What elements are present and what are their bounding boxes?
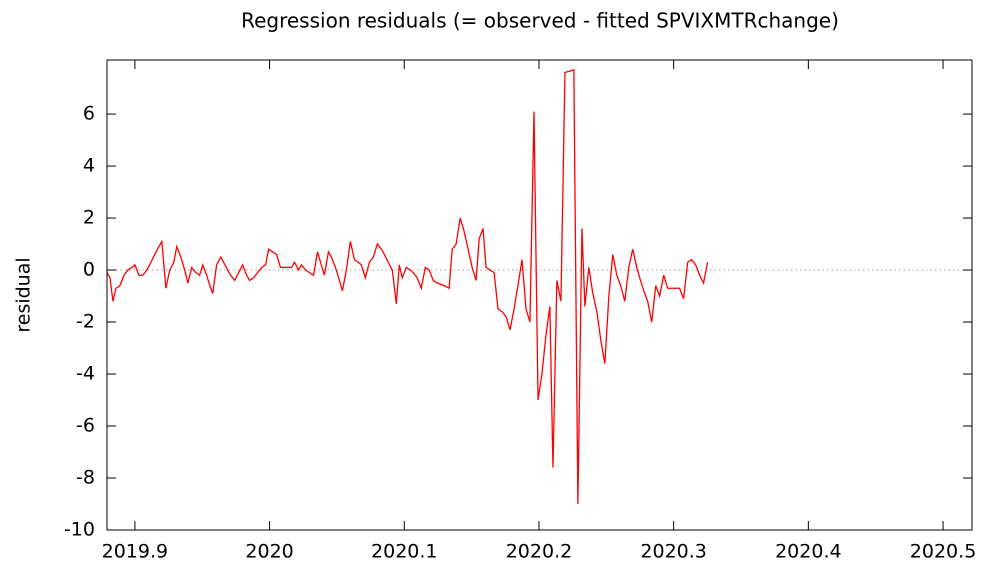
x-tick-label: 2020.1	[371, 541, 437, 563]
y-tick-label: 4	[83, 155, 95, 177]
y-tick-label: -8	[76, 467, 95, 489]
y-tick-label: -10	[64, 519, 95, 541]
y-axis-label: residual	[13, 257, 35, 332]
y-tick-label: 6	[83, 103, 95, 125]
x-tick-label: 2019.9	[102, 541, 168, 563]
x-tick-label: 2020.5	[910, 541, 976, 563]
residual-line	[106, 69, 709, 505]
y-tick-label: 0	[83, 259, 95, 281]
x-tick-label: 2020.4	[775, 541, 841, 563]
y-tick-label: -6	[76, 415, 95, 437]
chart-title: Regression residuals (= observed - fitte…	[241, 9, 839, 33]
x-tick-label: 2020.3	[640, 541, 706, 563]
y-tick-label: 2	[83, 207, 95, 229]
x-tick-label: 2020	[245, 541, 293, 563]
y-tick-label: -4	[76, 363, 95, 385]
y-tick-label: -2	[76, 311, 95, 333]
x-tick-label: 2020.2	[506, 541, 572, 563]
plot-border	[106, 59, 973, 531]
